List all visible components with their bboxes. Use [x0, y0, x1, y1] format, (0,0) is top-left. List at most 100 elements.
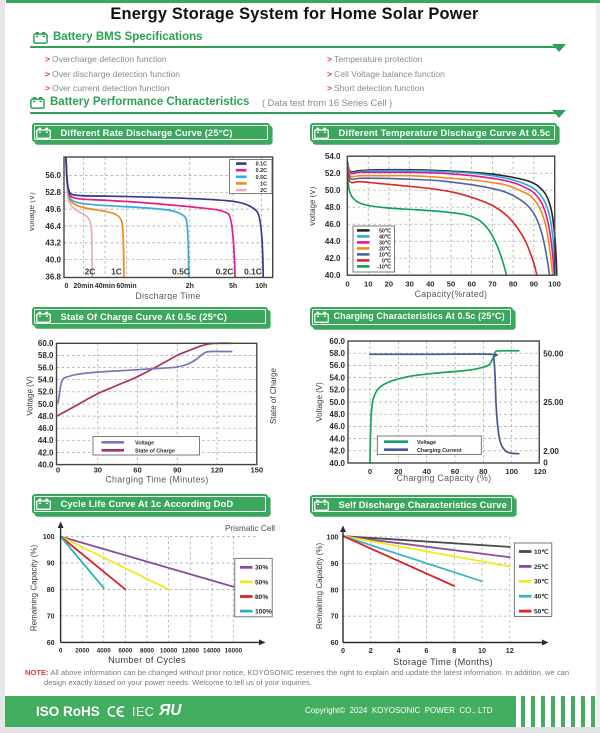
svg-text:50.0: 50.0 — [329, 398, 345, 407]
svg-text:Voltage (V): Voltage (V) — [26, 376, 35, 416]
svg-text:0: 0 — [345, 280, 349, 289]
svg-text:Voltage (V): Voltage (V) — [315, 382, 324, 422]
svg-text:4000: 4000 — [97, 648, 112, 655]
svg-text:80: 80 — [509, 280, 517, 289]
svg-text:30%: 30% — [255, 565, 268, 572]
svg-text:52.0: 52.0 — [325, 169, 341, 178]
svg-text:0.2C: 0.2C — [256, 168, 267, 174]
svg-text:60: 60 — [47, 640, 55, 647]
svg-text:46.0: 46.0 — [329, 422, 345, 431]
svg-text:40: 40 — [426, 280, 434, 289]
svg-text:20min: 20min — [73, 283, 93, 290]
svg-text:50%: 50% — [255, 579, 268, 586]
svg-text:46.4: 46.4 — [45, 222, 61, 231]
svg-text:Charging Current: Charging Current — [417, 448, 462, 454]
svg-text:90: 90 — [47, 561, 55, 568]
svg-text:54.0: 54.0 — [325, 152, 341, 161]
svg-text:50.00: 50.00 — [543, 350, 564, 359]
svg-text:54.0: 54.0 — [38, 376, 54, 385]
svg-text:70: 70 — [331, 612, 339, 621]
svg-text:20: 20 — [385, 280, 393, 289]
svg-text:Voltage (V): Voltage (V) — [310, 186, 317, 226]
svg-text:30℃: 30℃ — [379, 239, 391, 246]
svg-text:42.0: 42.0 — [325, 254, 341, 263]
svg-text:Voltage: Voltage — [135, 441, 154, 447]
svg-text:56.0: 56.0 — [38, 363, 54, 372]
svg-text:70: 70 — [47, 614, 55, 621]
svg-text:90: 90 — [173, 466, 181, 475]
svg-text:0.5C: 0.5C — [256, 175, 267, 181]
svg-text:100%: 100% — [255, 609, 272, 616]
svg-text:State of Charge: State of Charge — [269, 367, 278, 424]
svg-text:12000: 12000 — [181, 648, 199, 655]
svg-text:Voltage: Voltage — [417, 440, 436, 446]
svg-text:2C: 2C — [85, 267, 96, 277]
svg-text:10000: 10000 — [160, 648, 178, 655]
svg-text:0: 0 — [64, 283, 68, 290]
svg-text:60: 60 — [451, 467, 459, 476]
svg-text:0.1C: 0.1C — [244, 267, 262, 277]
svg-text:-10℃: -10℃ — [377, 263, 391, 270]
svg-text:Prismatic Cell: Prismatic Cell — [225, 524, 275, 533]
svg-text:80: 80 — [479, 467, 487, 476]
svg-text:0.1C: 0.1C — [256, 162, 267, 168]
svg-text:44.0: 44.0 — [38, 436, 54, 445]
svg-text:40℃: 40℃ — [379, 233, 391, 240]
svg-text:50℃: 50℃ — [379, 227, 391, 234]
svg-text:0: 0 — [59, 648, 63, 655]
svg-text:60: 60 — [133, 466, 141, 475]
svg-text:100: 100 — [327, 533, 339, 542]
svg-text:56.0: 56.0 — [45, 171, 61, 180]
svg-text:2: 2 — [369, 646, 373, 655]
svg-text:2000: 2000 — [75, 648, 90, 655]
svg-text:0: 0 — [341, 646, 345, 655]
svg-text:60.0: 60.0 — [38, 339, 54, 348]
svg-text:48.0: 48.0 — [329, 410, 345, 419]
svg-text:100: 100 — [548, 280, 561, 289]
svg-text:80: 80 — [331, 585, 339, 594]
svg-text:40.0: 40.0 — [38, 460, 54, 469]
svg-text:10h: 10h — [255, 283, 267, 290]
svg-text:58.0: 58.0 — [329, 349, 345, 358]
svg-text:49.6: 49.6 — [45, 205, 61, 214]
svg-text:25.00: 25.00 — [543, 398, 564, 407]
svg-text:12: 12 — [506, 646, 514, 655]
svg-text:120: 120 — [534, 467, 547, 476]
svg-text:8000: 8000 — [140, 648, 155, 655]
svg-text:40.0: 40.0 — [329, 459, 345, 468]
svg-text:52.0: 52.0 — [329, 386, 345, 395]
svg-text:10: 10 — [364, 280, 372, 289]
svg-text:80%: 80% — [255, 594, 268, 601]
svg-text:Remaining Capacity (%): Remaining Capacity (%) — [315, 543, 324, 630]
svg-text:0℃: 0℃ — [382, 257, 391, 264]
svg-text:20: 20 — [394, 467, 402, 476]
svg-text:56.0: 56.0 — [329, 361, 345, 370]
svg-text:46.0: 46.0 — [325, 220, 341, 229]
svg-text:Number of Cycles: Number of Cycles — [108, 655, 186, 665]
svg-text:90: 90 — [331, 559, 339, 568]
svg-text:60.0: 60.0 — [329, 337, 345, 346]
svg-text:90: 90 — [530, 280, 538, 289]
svg-text:46.0: 46.0 — [38, 424, 54, 433]
svg-text:44.0: 44.0 — [329, 434, 345, 443]
svg-text:Charging Capacity (%): Charging Capacity (%) — [397, 473, 492, 483]
svg-text:30: 30 — [405, 280, 413, 289]
svg-text:48.0: 48.0 — [38, 412, 54, 421]
svg-text:16000: 16000 — [225, 648, 243, 655]
svg-text:6000: 6000 — [118, 648, 133, 655]
svg-text:4: 4 — [397, 646, 401, 655]
svg-text:2h: 2h — [186, 283, 194, 290]
svg-text:8: 8 — [452, 646, 456, 655]
svg-text:54.0: 54.0 — [329, 373, 345, 382]
svg-text:100: 100 — [43, 534, 55, 541]
svg-text:60min: 60min — [116, 283, 136, 290]
svg-text:State of Charge: State of Charge — [135, 449, 175, 455]
svg-text:Capacity(%rated): Capacity(%rated) — [415, 289, 488, 299]
svg-text:80: 80 — [47, 587, 55, 594]
svg-text:40℃: 40℃ — [534, 593, 549, 601]
svg-text:0: 0 — [543, 459, 548, 468]
svg-text:30: 30 — [94, 466, 102, 475]
svg-text:1C: 1C — [111, 267, 122, 277]
svg-text:0.5C: 0.5C — [172, 267, 190, 277]
svg-text:1C: 1C — [260, 181, 267, 187]
